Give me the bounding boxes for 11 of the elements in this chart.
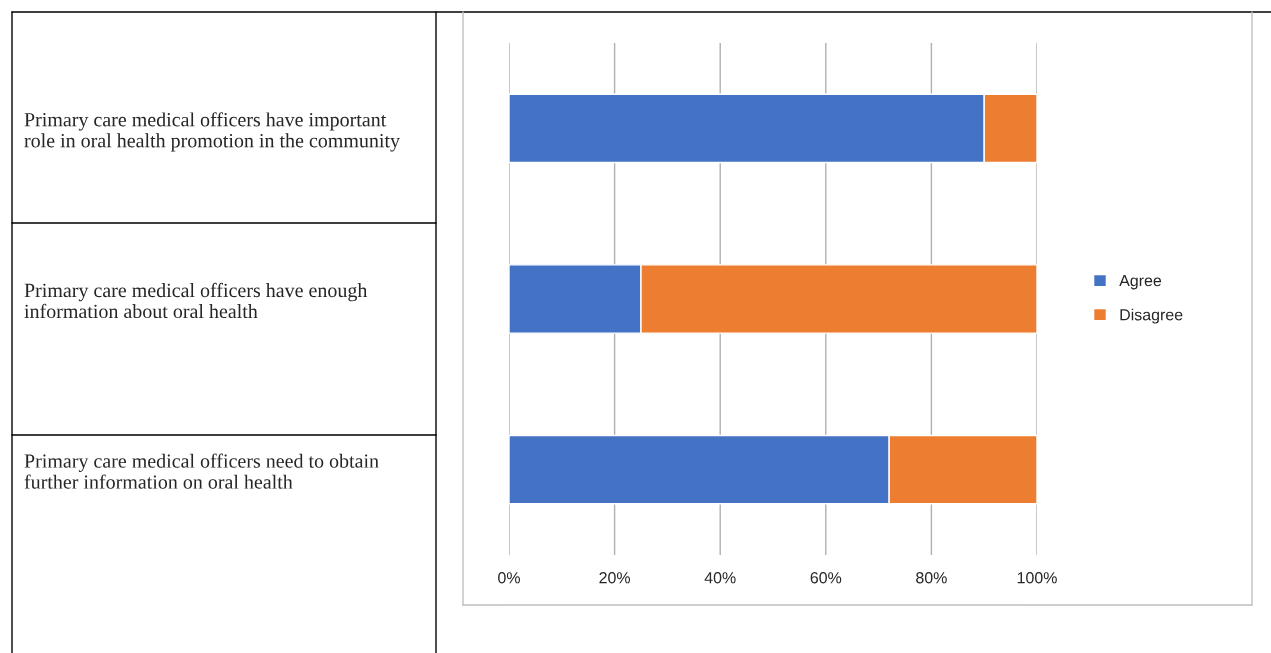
x-tick-label: 0% xyxy=(498,572,520,584)
x-tick-label: 100% xyxy=(1017,572,1057,584)
y-tick-label: Primary care medical officers have important role in oral health promotion in the community xyxy=(24,112,400,152)
legend-label: Agree xyxy=(1119,275,1162,290)
x-tick-label: 60% xyxy=(810,572,842,584)
x-tick-label: 80% xyxy=(916,572,947,584)
y-tick-label: Primary care medical officers have enough information about oral health xyxy=(24,282,368,319)
legend-label: Disagree xyxy=(1120,308,1183,324)
y-tick-label: Primary care medical officers need to obtain further information on oral health xyxy=(24,453,379,489)
x-tick-label: 40% xyxy=(704,572,736,584)
x-tick-label: 20% xyxy=(599,572,631,584)
